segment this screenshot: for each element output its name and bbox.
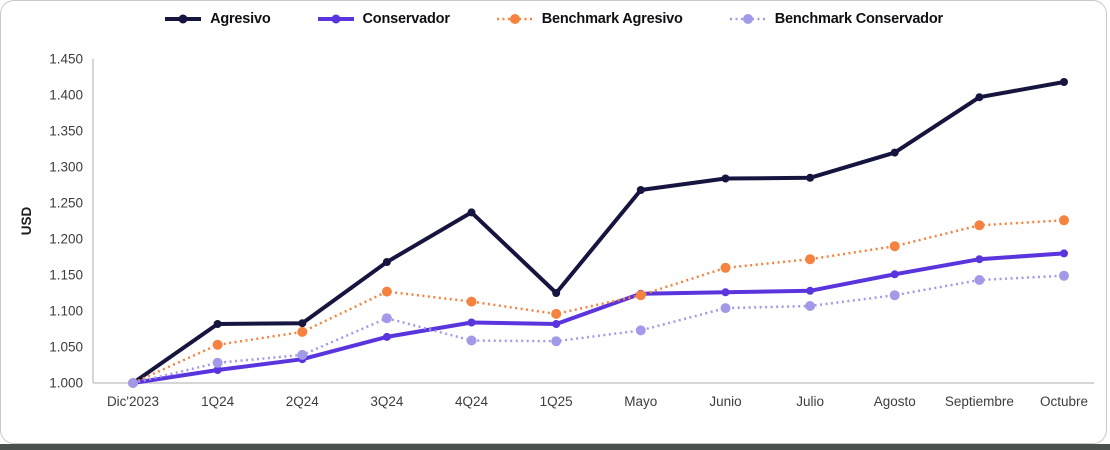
data-point-conservador — [975, 255, 984, 264]
data-point-agresivo — [467, 208, 476, 217]
y-tick-label: 1.050 — [49, 340, 83, 355]
data-point-agresivo — [298, 319, 307, 328]
x-tick-label: 1Q25 — [540, 394, 573, 409]
x-tick-label: 3Q24 — [370, 394, 404, 409]
y-tick-label: 1.000 — [49, 376, 83, 391]
data-point-benchmark-conservador — [466, 335, 477, 346]
x-tick-label: Dic'2023 — [107, 394, 159, 409]
y-tick-label: 1.250 — [49, 196, 83, 211]
data-point-benchmark-agresivo — [466, 296, 477, 307]
x-tick-label: Julio — [796, 394, 824, 409]
series-line-benchmark-agresivo — [132, 219, 1065, 385]
legend-item-agresivo[interactable]: Agresivo — [164, 11, 271, 27]
legend-label: Conservador — [362, 11, 450, 27]
data-point-benchmark-agresivo — [551, 308, 562, 319]
data-point-benchmark-conservador — [297, 349, 308, 360]
x-tick-label: Octubre — [1040, 394, 1088, 409]
y-tick-label: 1.200 — [49, 232, 83, 247]
chart-legend: Agresivo Conservador Benchmark Agresivo Ben… — [1, 11, 1106, 27]
y-tick-label: 1.100 — [49, 304, 83, 319]
data-point-benchmark-conservador — [720, 303, 731, 314]
data-point-benchmark-conservador — [889, 290, 900, 301]
data-point-agresivo — [890, 148, 899, 157]
data-point-agresivo — [1060, 78, 1068, 86]
legend-marker-conservador — [317, 14, 354, 24]
legend-marker-agresivo — [165, 14, 202, 24]
legend-item-benchmark-conservador[interactable]: Benchmark Conservador — [729, 11, 943, 27]
legend-label: Agresivo — [210, 11, 271, 27]
data-point-benchmark-conservador — [974, 275, 985, 285]
data-point-benchmark-agresivo — [1059, 215, 1069, 226]
x-tick-label: 1Q24 — [201, 394, 235, 409]
legend-item-benchmark-agresivo[interactable]: Benchmark Agresivo — [496, 11, 683, 27]
data-point-benchmark-conservador — [805, 301, 816, 311]
data-point-agresivo — [213, 320, 222, 328]
legend-marker-benchmark-conservador — [729, 14, 766, 24]
data-point-benchmark-agresivo — [720, 262, 731, 273]
y-tick-label: 1.150 — [49, 268, 83, 283]
data-point-conservador — [213, 366, 222, 374]
x-tick-label: Septiembre — [945, 394, 1014, 409]
x-tick-label: 2Q24 — [286, 394, 320, 409]
data-point-agresivo — [382, 258, 391, 266]
data-point-benchmark-agresivo — [635, 290, 646, 301]
data-point-agresivo — [636, 186, 645, 194]
series-line-agresivo — [131, 80, 1065, 385]
data-point-agresivo — [806, 173, 815, 182]
x-tick-label: 4Q24 — [455, 394, 489, 409]
y-tick-label: 1.400 — [49, 88, 83, 103]
x-tick-label: Agosto — [874, 394, 916, 409]
data-point-conservador — [552, 320, 561, 328]
legend-marker-benchmark-agresivo — [496, 14, 533, 24]
data-point-benchmark-conservador — [1059, 270, 1069, 281]
y-axis-title: USD — [19, 207, 34, 236]
y-tick-label: 1.350 — [49, 124, 83, 139]
data-point-benchmark-agresivo — [212, 339, 223, 350]
legend-item-conservador[interactable]: Conservador — [317, 11, 450, 27]
data-point-benchmark-conservador — [551, 336, 562, 347]
data-point-conservador — [1060, 249, 1068, 258]
y-tick-label: 1.450 — [49, 52, 83, 67]
data-point-conservador — [806, 286, 815, 295]
data-point-agresivo — [721, 174, 730, 183]
y-tick-label: 1.300 — [49, 160, 83, 175]
page-bottom-edge — [0, 444, 1110, 450]
data-point-conservador — [382, 332, 391, 341]
legend-label: Benchmark Conservador — [774, 11, 943, 27]
data-point-agresivo — [552, 289, 561, 297]
data-point-conservador — [890, 270, 899, 279]
x-axis-tick-labels: Dic'2023 1Q24 2Q24 3Q24 4Q24 1Q25 Mayo Junio Jul… — [107, 394, 1088, 409]
data-point-conservador — [721, 288, 730, 297]
data-point-benchmark-agresivo — [974, 220, 985, 231]
y-axis-tick-labels: 1.000 1.050 1.100 1.150 1.200 1.250 1.300 1.350… — [49, 52, 83, 391]
data-point-benchmark-conservador — [128, 378, 138, 388]
x-tick-label: Mayo — [624, 394, 657, 409]
chart-axes — [92, 59, 1094, 384]
x-tick-label: Junio — [709, 394, 741, 409]
data-point-conservador — [467, 318, 476, 327]
data-point-benchmark-agresivo — [381, 286, 392, 297]
data-point-benchmark-conservador — [381, 313, 392, 324]
data-point-benchmark-agresivo — [297, 326, 308, 337]
series-markers — [128, 78, 1069, 388]
series-lines — [131, 80, 1065, 385]
data-point-benchmark-conservador — [635, 325, 646, 336]
data-point-benchmark-conservador — [212, 357, 223, 368]
series-line-conservador — [132, 251, 1065, 385]
data-point-benchmark-agresivo — [805, 254, 816, 265]
series-line-benchmark-conservador — [132, 274, 1065, 385]
data-point-agresivo — [975, 93, 984, 102]
data-point-benchmark-agresivo — [889, 241, 900, 252]
legend-label: Benchmark Agresivo — [541, 11, 683, 27]
